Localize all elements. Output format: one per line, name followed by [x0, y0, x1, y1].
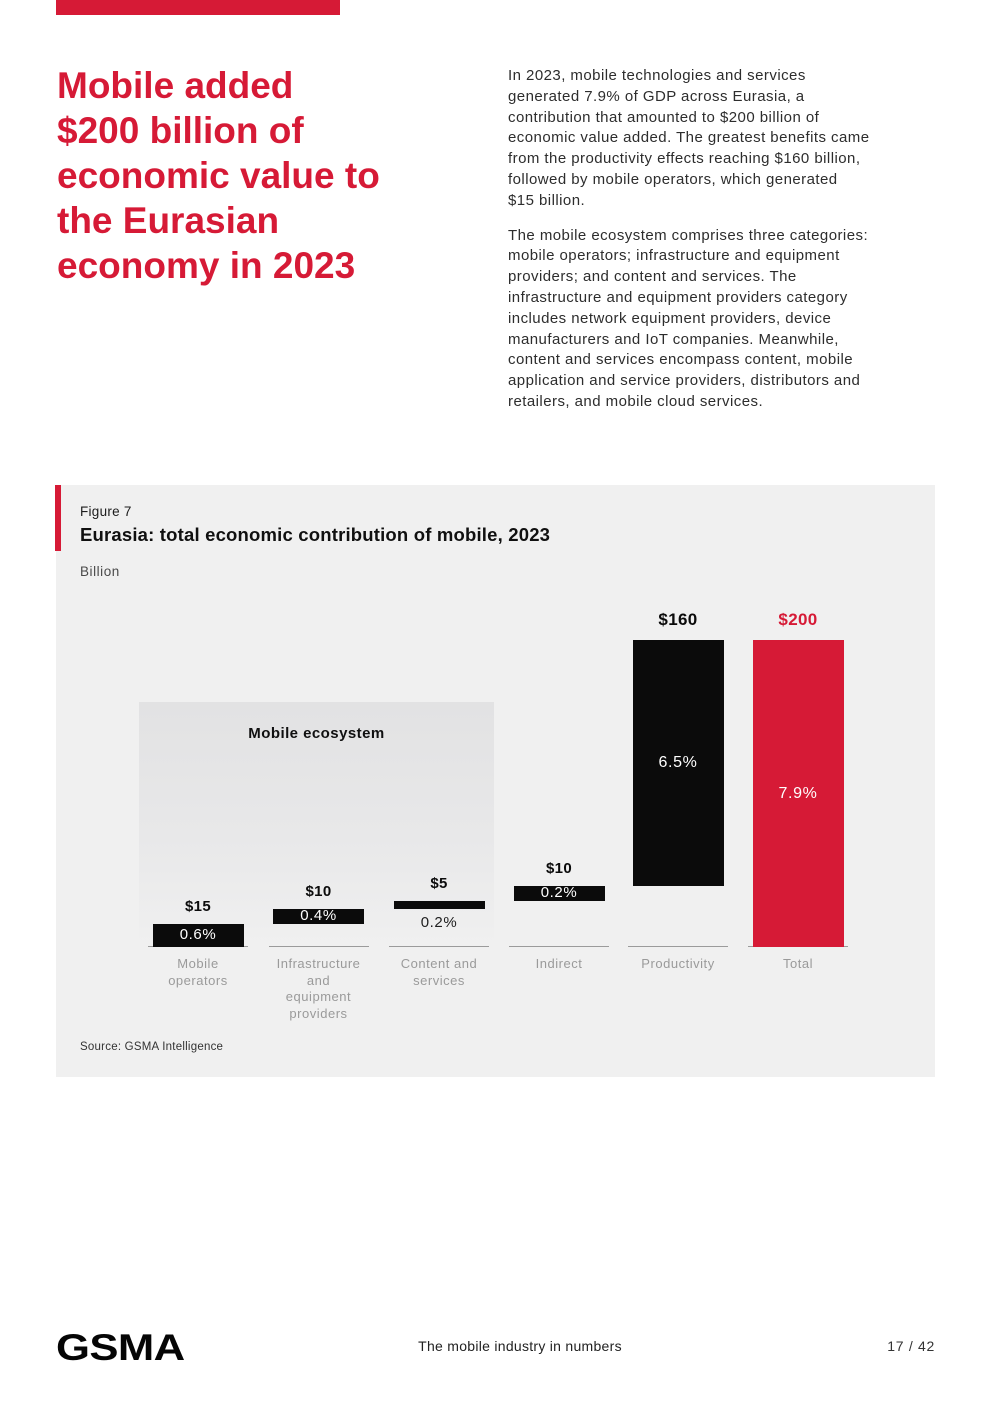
category-label-productivity: Productivity: [641, 956, 715, 971]
value-label-mobile-operators: $15: [185, 897, 211, 915]
category-label-indirect: Indirect: [535, 956, 583, 971]
intro-paragraph-1: In 2023, mobile technologies and service…: [508, 67, 870, 209]
page-number: 17 / 42: [887, 1338, 935, 1354]
bar-infrastructure-and-equipment-providers: [273, 908, 364, 924]
gsma-logo: GSMA: [56, 1327, 185, 1368]
baseline-infrastructure-and-equipment-providers: [268, 946, 369, 947]
value-label-total: $200: [778, 610, 818, 629]
figure-accent-bar: [55, 485, 61, 551]
value-label-indirect: $10: [546, 859, 572, 877]
pct-label-total: 7.9%: [778, 784, 818, 802]
baseline-indirect: [509, 946, 609, 947]
baseline-content-and-services: [389, 946, 489, 947]
figure-source: Source: GSMA Intelligence: [80, 1041, 224, 1053]
category-label-total: Total: [782, 956, 814, 971]
value-label-productivity: $160: [658, 610, 698, 629]
bar-indirect: [513, 885, 605, 901]
figure-panel: Figure 7 Eurasia: total economic contrib…: [55, 485, 935, 1077]
pct-label-infrastructure-and-equipment-providers: 0.4%: [300, 907, 337, 925]
pct-label-content-and-services: 0.2%: [420, 913, 458, 931]
pct-label-mobile-operators: 0.6%: [179, 926, 217, 944]
value-label-infrastructure-and-equipment-providers: $10: [305, 882, 332, 900]
category-label-infrastructure-and-equipment-providers: Infrastructure and equipment providers: [276, 956, 361, 1021]
mobile-ecosystem-label: Mobile ecosystem: [248, 725, 385, 742]
page-title: Mobile added $200 billion of economic va…: [57, 65, 380, 286]
bar-mobile-operators: [152, 923, 244, 947]
pct-label-indirect: 0.2%: [540, 884, 578, 902]
pct-label-productivity: 6.5%: [658, 753, 698, 771]
figure-unit-label: Billion: [80, 564, 120, 579]
waterfall-chart: Mobile ecosystem $15 0.6% Mobile operators…: [56, 485, 935, 1077]
top-accent-bar: [56, 0, 340, 15]
bar-content-and-services: [393, 900, 485, 909]
figure-label: Figure 7: [80, 504, 132, 519]
category-label-content-and-services: Content and services: [400, 956, 478, 988]
baseline-productivity: [628, 946, 728, 947]
value-label-content-and-services: $5: [430, 874, 448, 892]
category-label-mobile-operators: Mobile operators: [168, 956, 228, 988]
intro-text: In 2023, mobile technologies and service…: [508, 66, 958, 413]
intro-paragraph-2: The mobile ecosystem comprises three cat…: [508, 226, 869, 410]
bar-total: [752, 640, 844, 947]
bar-productivity: [632, 640, 724, 886]
figure-title: Eurasia: total economic contribution of …: [80, 524, 551, 545]
footer-title: The mobile industry in numbers: [418, 1338, 622, 1354]
